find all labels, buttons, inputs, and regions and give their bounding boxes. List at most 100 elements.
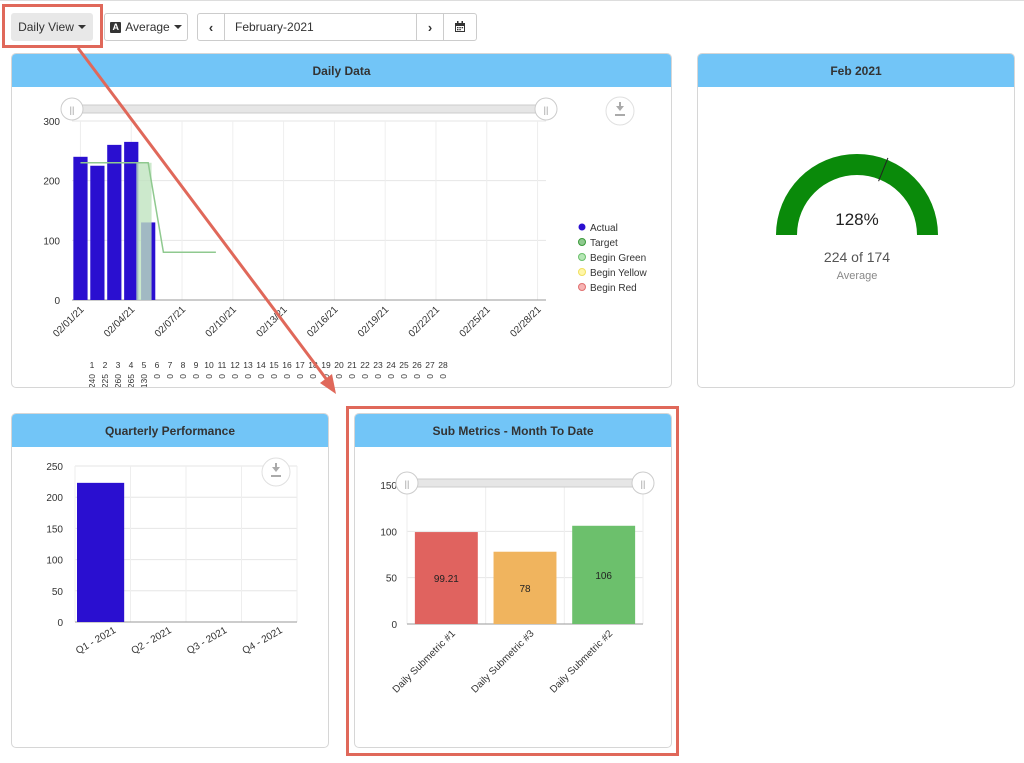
day-value-label: 260 bbox=[113, 374, 123, 387]
highlight-view-button bbox=[2, 4, 103, 48]
submetric-bar bbox=[572, 525, 636, 624]
month-input-value: February-2021 bbox=[235, 20, 314, 34]
legend-begin-red: Begin Red bbox=[590, 283, 637, 294]
day-number-label: 21 bbox=[347, 360, 357, 370]
submetric-bar bbox=[414, 532, 478, 624]
day-number-label: 1 bbox=[90, 360, 95, 370]
x-tick-label: 02/07/21 bbox=[153, 304, 189, 340]
calendar-button[interactable] bbox=[443, 13, 477, 41]
handle-grip-icon: || bbox=[70, 105, 75, 115]
y-tick-label: 300 bbox=[43, 117, 60, 128]
chevron-down-icon bbox=[173, 25, 182, 29]
gauge-percent: 128% bbox=[835, 210, 878, 229]
daily-bar bbox=[90, 165, 105, 300]
day-value-label: 130 bbox=[139, 374, 149, 387]
day-number-label: 11 bbox=[218, 360, 227, 370]
y-tick-label: 150 bbox=[380, 481, 397, 492]
download-icon bbox=[615, 102, 625, 116]
day-number-label: 28 bbox=[438, 360, 448, 370]
x-tick-label: 02/10/21 bbox=[204, 304, 240, 340]
day-number-label: 14 bbox=[256, 360, 266, 370]
chevron-left-icon: ‹ bbox=[208, 19, 214, 35]
quarter-bar bbox=[77, 482, 125, 622]
day-value-label: 0 bbox=[191, 374, 201, 379]
day-value-label: 240 bbox=[87, 374, 97, 387]
range-slider-right-handle[interactable] bbox=[631, 471, 655, 495]
calendar-icon bbox=[455, 21, 465, 32]
top-divider bbox=[0, 0, 1024, 1]
range-slider-right-handle[interactable] bbox=[534, 97, 558, 121]
x-tick-label: Q4 - 2021 bbox=[241, 625, 285, 657]
day-value-label: 0 bbox=[308, 374, 318, 379]
x-tick-label: 02/28/21 bbox=[508, 304, 544, 340]
day-value-label: 0 bbox=[360, 374, 370, 379]
x-tick-label: Q3 - 2021 bbox=[185, 625, 229, 657]
day-number-label: 17 bbox=[295, 360, 305, 370]
aggregation-label: Average bbox=[125, 20, 170, 34]
legend-target: Target bbox=[590, 238, 618, 249]
daily-bar bbox=[73, 156, 88, 300]
day-number-label: 3 bbox=[116, 360, 121, 370]
legend-begin-yellow-swatch bbox=[578, 268, 586, 276]
day-number-label: 19 bbox=[321, 360, 331, 370]
gauge-title: Feb 2021 bbox=[698, 54, 1014, 87]
next-month-button[interactable]: › bbox=[416, 13, 444, 41]
quarterly-title: Quarterly Performance bbox=[12, 414, 328, 447]
previous-month-button[interactable]: ‹ bbox=[197, 13, 225, 41]
gauge-fill-arc bbox=[776, 154, 938, 235]
day-number-label: 7 bbox=[168, 360, 173, 370]
range-slider-track[interactable] bbox=[71, 104, 547, 114]
legend-begin-yellow: Begin Yellow bbox=[590, 268, 647, 279]
x-tick-label: Q2 - 2021 bbox=[130, 625, 174, 657]
x-tick-label: 02/13/21 bbox=[254, 304, 290, 340]
y-tick-label: 100 bbox=[43, 236, 60, 247]
highlight-sub-metrics bbox=[346, 406, 679, 756]
daily-bar bbox=[107, 144, 122, 300]
y-tick-label: 150 bbox=[46, 524, 63, 535]
aggregation-dropdown-button[interactable]: A Average bbox=[104, 13, 188, 41]
legend-actual-swatch bbox=[578, 223, 586, 231]
view-dropdown-button[interactable]: Daily View bbox=[11, 13, 93, 41]
handle-grip-icon: || bbox=[641, 479, 646, 489]
y-tick-label: 200 bbox=[43, 177, 60, 188]
day-value-label: 0 bbox=[295, 374, 305, 379]
x-tick-label: 02/25/21 bbox=[458, 304, 494, 340]
day-value-label: 0 bbox=[230, 374, 240, 379]
day-value-label: 0 bbox=[204, 374, 214, 379]
y-tick-label: 50 bbox=[386, 574, 398, 585]
x-tick-label: 02/01/21 bbox=[51, 304, 87, 340]
x-tick-label: 02/22/21 bbox=[407, 304, 443, 340]
day-number-label: 2 bbox=[103, 360, 108, 370]
x-tick-label: 02/04/21 bbox=[102, 304, 138, 340]
chevron-right-icon: › bbox=[427, 19, 433, 35]
gauge-subtext: Average bbox=[837, 270, 878, 282]
daily-legend: Actual Target Begin Green Begin Yellow B… bbox=[578, 223, 647, 294]
month-input[interactable]: February-2021 bbox=[224, 13, 417, 41]
day-number-label: 13 bbox=[243, 360, 253, 370]
gauge-target-marker bbox=[878, 157, 889, 182]
day-value-label: 0 bbox=[321, 374, 331, 379]
y-tick-label: 250 bbox=[46, 462, 63, 473]
submetric-value-label: 99.21 bbox=[434, 574, 459, 585]
y-tick-label: 0 bbox=[57, 618, 63, 629]
month-gauge-panel: Feb 2021 128% 224 of 174 Average bbox=[697, 53, 1015, 388]
chevron-down-icon bbox=[77, 25, 86, 29]
day-number-label: 20 bbox=[334, 360, 344, 370]
legend-actual: Actual bbox=[590, 223, 618, 234]
day-value-label: 0 bbox=[399, 374, 409, 379]
sub-metrics-panel: Sub Metrics - Month To Date 0 50 100 150 Dai… bbox=[354, 413, 672, 748]
day-value-label: 225 bbox=[100, 374, 110, 387]
day-value-label: 0 bbox=[217, 374, 227, 379]
range-slider-left-handle[interactable] bbox=[395, 471, 419, 495]
x-tick-label: 02/19/21 bbox=[356, 304, 392, 340]
target-band bbox=[136, 162, 152, 300]
quarterly-chart: 0 50 100 150 200 250 Q1 - 2021 Q2 - 2021 Q3 - 20… bbox=[46, 457, 298, 657]
day-value-label: 0 bbox=[152, 374, 162, 379]
day-number-label: 12 bbox=[230, 360, 240, 370]
day-value-label: 0 bbox=[165, 374, 175, 379]
day-number-label: 5 bbox=[142, 360, 147, 370]
day-value-label: 0 bbox=[334, 374, 344, 379]
submetric-value-label: 78 bbox=[519, 584, 531, 595]
legend-begin-red-swatch bbox=[578, 283, 586, 291]
